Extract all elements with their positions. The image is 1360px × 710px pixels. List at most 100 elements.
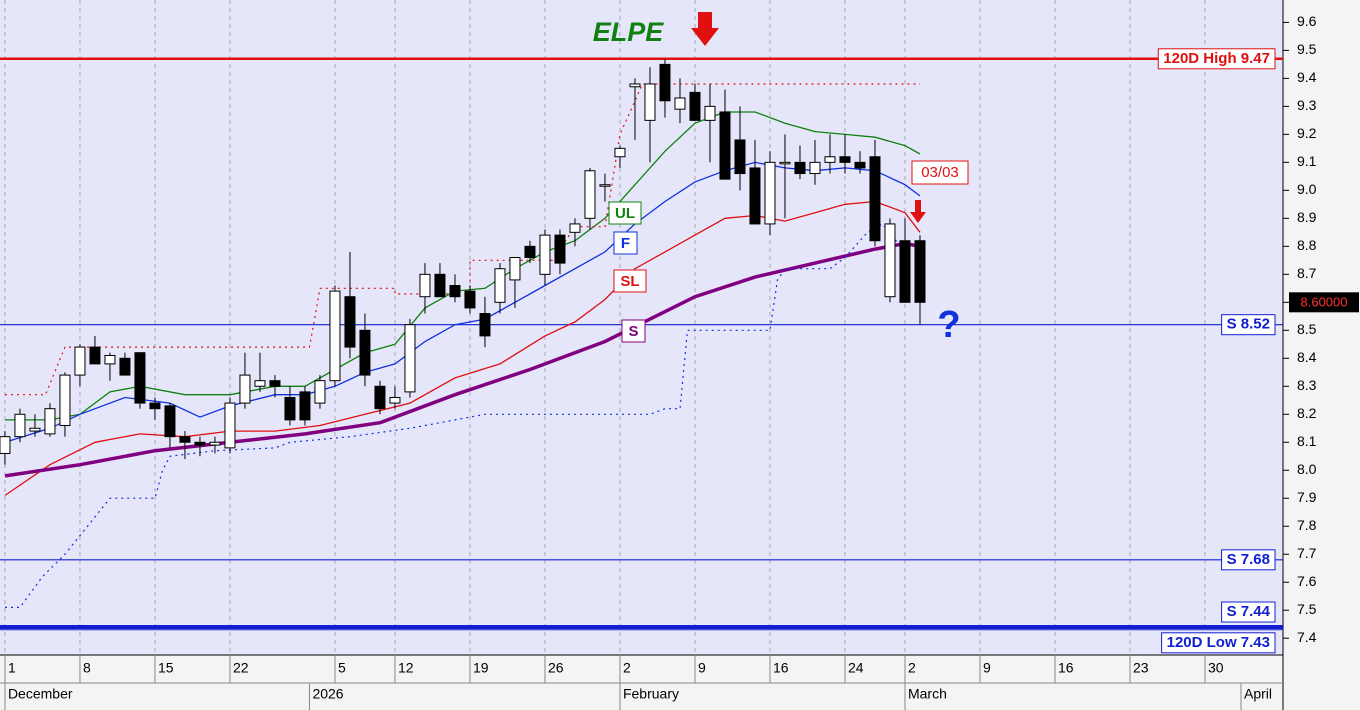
x-tick-label: 16: [1058, 660, 1074, 676]
candle-body: [449, 285, 461, 298]
x-tick-label: 2: [623, 660, 631, 676]
arrow: [910, 200, 926, 223]
axis-area: [1283, 0, 1360, 710]
candle-body: [794, 161, 806, 175]
candle-body: [239, 374, 251, 404]
candle-body: [164, 405, 176, 438]
line-label: F: [621, 235, 630, 252]
candle-body: [194, 441, 206, 446]
candle-body: [284, 396, 296, 421]
y-tick-label: 8.1: [1297, 433, 1317, 449]
candle-body: [554, 234, 566, 264]
y-tick-label: 8.7: [1297, 265, 1317, 281]
candle-body: [74, 346, 86, 376]
month-label: February: [623, 686, 679, 702]
x-tick-label: 22: [233, 660, 249, 676]
line-tag: [621, 319, 646, 343]
month-label: December: [8, 686, 73, 702]
candle-body: [479, 313, 491, 337]
chart-title: ELPE: [593, 17, 665, 47]
candle-body: [839, 156, 851, 163]
candle-body: [689, 91, 701, 121]
y-tick-label: 7.6: [1297, 573, 1317, 589]
candle-body: [209, 441, 221, 446]
question-mark: ?: [937, 304, 960, 346]
level-label: 120D Low 7.43: [1167, 634, 1270, 651]
candle-body: [299, 391, 311, 421]
candle-body: [119, 357, 131, 376]
y-tick-label: 7.5: [1297, 601, 1317, 617]
y-tick-label: 8.0: [1297, 461, 1317, 477]
candle-body: [734, 139, 746, 175]
level-label: S 7.44: [1227, 603, 1271, 620]
x-tick-label: 9: [983, 660, 991, 676]
y-tick-label: 9.2: [1297, 125, 1317, 141]
line-label: UL: [615, 205, 635, 222]
x-tick-label: 1: [8, 660, 16, 676]
candle-body: [719, 111, 731, 180]
candle-body: [269, 380, 281, 387]
candle-body: [404, 324, 416, 393]
candle-body: [824, 156, 836, 163]
indicator-line: [5, 223, 906, 608]
y-tick-label: 7.7: [1297, 545, 1317, 561]
candle-body: [224, 402, 236, 449]
candle-body: [149, 402, 161, 410]
candle-body: [344, 296, 356, 348]
candle-body: [914, 240, 926, 303]
level-tag: [1221, 601, 1276, 623]
y-tick-label: 7.8: [1297, 517, 1317, 533]
level-label: 120D High 9.47: [1163, 50, 1270, 67]
candle-body: [14, 413, 26, 438]
candle-body: [419, 273, 431, 298]
candle-body: [254, 380, 266, 387]
x-tick-label: 23: [1133, 660, 1149, 676]
line-label: S: [628, 323, 638, 340]
x-tick-label: 8: [83, 660, 91, 676]
candle-body: [809, 161, 821, 175]
y-tick-label: 8.3: [1297, 377, 1317, 393]
candle-body: [359, 329, 371, 376]
candle-body: [764, 161, 776, 225]
indicator-line: [4, 241, 921, 478]
candle-body: [869, 156, 881, 242]
y-tick-label: 8.8: [1297, 237, 1317, 253]
level-tag: [1221, 549, 1276, 571]
candle-body: [329, 290, 341, 382]
candle-body: [494, 268, 506, 303]
y-tick-label: 9.3: [1297, 97, 1317, 113]
candle-body: [674, 97, 686, 110]
level-tag: [1161, 632, 1276, 654]
y-tick-label: 8.9: [1297, 209, 1317, 225]
x-tick-label: 12: [398, 660, 414, 676]
line-label: SL: [620, 273, 639, 290]
candle-body: [779, 161, 791, 165]
candle-body: [374, 385, 386, 410]
candle-body: [104, 354, 116, 365]
x-tick-label: 9: [698, 660, 706, 676]
candle-body: [314, 380, 326, 404]
candle-body: [899, 240, 911, 303]
x-tick-label: 24: [848, 660, 864, 676]
line-tag: [613, 269, 647, 293]
candle-body: [509, 257, 521, 281]
x-tick-label: 2: [908, 660, 916, 676]
candle-body: [44, 408, 56, 435]
note-box: [911, 160, 969, 185]
candle-body: [389, 396, 401, 404]
x-tick-label: 15: [158, 660, 174, 676]
x-tick-label: 19: [473, 660, 489, 676]
candle-body: [644, 83, 656, 121]
y-tick-label: 9.4: [1297, 69, 1317, 85]
y-tick-label: 9.6: [1297, 13, 1317, 29]
arrow: [691, 12, 719, 46]
candle-body: [749, 167, 761, 225]
level-label: S 7.68: [1227, 551, 1270, 568]
candle-body: [464, 290, 476, 309]
y-tick-label: 7.9: [1297, 489, 1317, 505]
candle-body: [134, 352, 146, 404]
level-label: S 8.52: [1227, 316, 1270, 333]
candle-body: [614, 147, 626, 158]
month-label: 2026: [312, 686, 343, 702]
candle-body: [539, 234, 551, 275]
